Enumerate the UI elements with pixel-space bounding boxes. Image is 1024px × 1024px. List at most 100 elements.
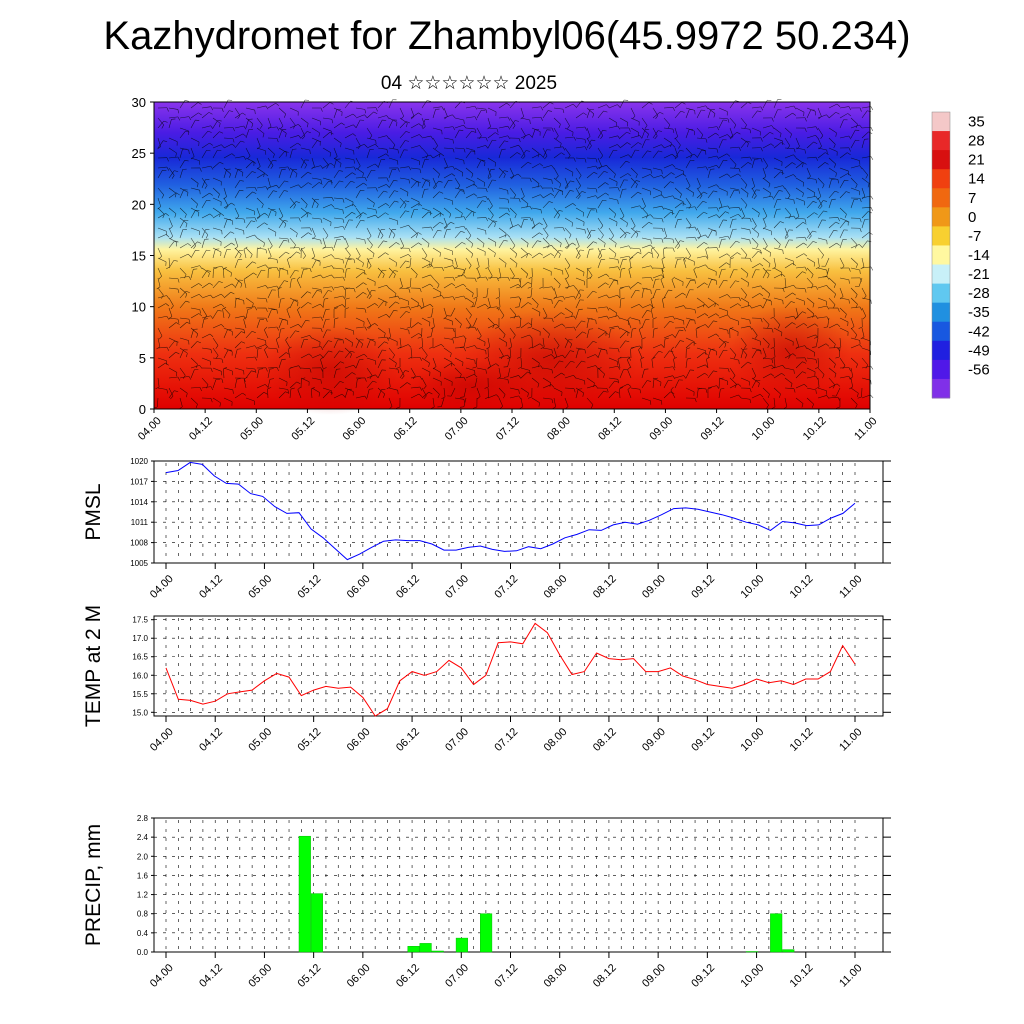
pmsl-chart-ytick-label: 1017 [130, 477, 148, 486]
cs-xtick-label: 05.00 [238, 415, 266, 443]
precip-chart-xtick-label: 07.12 [492, 962, 520, 990]
temp-chart-frame [153, 615, 884, 717]
precip-chart-xtick-label: 09.00 [640, 962, 668, 990]
pmsl-chart-xtick-label: 07.12 [492, 573, 520, 601]
colorbar-segment [932, 283, 950, 304]
cs-xtick-label: 04.00 [136, 415, 164, 443]
pmsl-chart-ylabel: PMSL [82, 483, 105, 540]
pmsl-chart-ytick-label: 1014 [130, 498, 148, 507]
precip-bar [770, 913, 783, 953]
warm-core [260, 325, 400, 415]
precip-chart-xtick-label: 07.00 [443, 962, 471, 990]
colorbar-label: -7 [968, 228, 981, 245]
wind-barbs [153, 99, 874, 410]
cs-xtick-label: 08.00 [545, 415, 573, 443]
pmsl-chart-ytick-label: 1008 [130, 539, 148, 548]
temp-chart-xtick-label: 09.12 [689, 726, 717, 754]
colorbar-label: -21 [968, 266, 990, 283]
temp-chart-xtick-label: 07.00 [443, 726, 471, 754]
precip-chart-xtick-label: 08.00 [542, 962, 570, 990]
precip-bar [455, 937, 468, 953]
cs-ytick-label: 5 [139, 351, 146, 366]
precip-bar [298, 835, 311, 953]
colorbar-segment [932, 169, 950, 189]
colorbar-label: -42 [968, 323, 990, 340]
colorbar-label: -14 [968, 247, 990, 264]
pmsl-chart-grid [154, 460, 883, 564]
colorbar-label: 0 [968, 209, 976, 226]
colorbar-segment [932, 359, 950, 380]
colorbar-segment [932, 264, 950, 285]
pmsl-chart-xtick-label: 08.12 [591, 573, 619, 601]
precip-chart: 0.0 0.4 0.8 1.2 1.6 2.0 2.4 2.8 04.00 04.12 05.00 0… [82, 814, 891, 990]
pmsl-chart-xtick-label: 05.12 [296, 573, 324, 601]
cs-xtick-label: 09.12 [698, 415, 726, 443]
colorbar-segment [932, 245, 950, 266]
page-title: Kazhydromet for Zhambyl06(45.9972 50.234… [103, 14, 911, 58]
cs-xtick-label: 09.00 [647, 415, 675, 443]
cs-xtick-label: 07.00 [443, 415, 471, 443]
cs-xtick-label: 10.12 [801, 415, 829, 443]
precip-chart-ytick-label: 2.4 [137, 833, 149, 842]
pmsl-series-line [165, 461, 856, 561]
precip-chart-xtick-label: 11.00 [837, 962, 864, 989]
temp-chart-ytick-label: 17.0 [132, 634, 148, 643]
precip-chart-ytick-label: 2.8 [137, 814, 149, 823]
precip-chart-ytick-label: 1.2 [137, 891, 149, 900]
temp-chart-xtick-label: 08.12 [591, 726, 619, 754]
precip-bar [480, 913, 493, 953]
precip-chart-ytick-label: 2.0 [137, 852, 149, 861]
precip-chart-frame [153, 817, 884, 953]
precip-chart-xtick-label: 06.00 [345, 962, 373, 990]
cs-xtick-label: 10.00 [750, 415, 778, 443]
precip-chart-xtick-label: 05.12 [296, 962, 324, 990]
temp-chart-xtick-label: 06.00 [345, 726, 373, 754]
precip-bar [782, 949, 795, 953]
precip-chart-xtick-label: 04.12 [197, 962, 225, 990]
colorbar-segment [932, 207, 950, 227]
temp-chart-ylabel: TEMP at 2 M [82, 605, 105, 727]
precip-bar [407, 946, 420, 953]
temp-chart-ytick-label: 16.0 [132, 671, 148, 680]
pmsl-chart-xtick-label: 08.00 [542, 573, 570, 601]
cs-xtick-label: 05.12 [289, 415, 317, 443]
precip-chart-ytick-label: 0.4 [137, 929, 149, 938]
page-subtitle: 04 ☆☆☆☆☆☆ 2025 [380, 73, 558, 94]
precip-chart-ytick-label: 0.0 [137, 948, 149, 957]
precip-bar [310, 893, 323, 953]
colorbar-segment [932, 188, 950, 208]
colorbar-segment [932, 340, 950, 361]
precip-chart-xtick-label: 05.00 [246, 962, 274, 990]
colorbar-label: 35 [968, 114, 985, 131]
temp-chart-xtick-label: 08.00 [542, 726, 570, 754]
precip-chart-xtick-label: 10.00 [738, 962, 766, 990]
pmsl-chart-xtick-label: 04.12 [197, 573, 225, 601]
pmsl-chart-ytick-label: 1011 [131, 518, 149, 527]
temp-chart-xtick-label: 05.12 [296, 726, 324, 754]
temp-chart-grid [154, 618, 883, 714]
pmsl-chart-xtick-label: 06.12 [394, 573, 422, 601]
cs-ytick-label: 0 [139, 402, 146, 417]
colorbar-segment [932, 302, 950, 323]
colorbar-frame [931, 111, 951, 399]
cs-xtick-label: 11.00 [852, 415, 879, 442]
pmsl-chart-ytick-label: 1005 [130, 559, 148, 568]
cs-xtick-label: 08.12 [596, 415, 624, 443]
colorbar-label: 7 [968, 190, 976, 207]
temp-chart-xtick-label: 04.00 [148, 726, 176, 754]
colorbar-segment [932, 321, 950, 342]
pmsl-chart-xtick-label: 09.00 [640, 573, 668, 601]
pmsl-chart-ytick-label: 1020 [130, 457, 148, 466]
pmsl-chart-xtick-label: 10.12 [788, 573, 816, 601]
colorbar-label: 21 [968, 152, 985, 169]
pmsl-chart-xtick-label: 07.00 [443, 573, 471, 601]
temp-chart-xtick-label: 10.12 [788, 726, 816, 754]
temp-chart-xtick-label: 07.12 [492, 726, 520, 754]
pmsl-chart-frame [153, 460, 884, 564]
colorbar-label: -56 [968, 361, 990, 378]
cs-ytick-label: 10 [132, 300, 146, 315]
cs-xtick-label: 06.00 [340, 415, 368, 443]
temp-chart-xtick-label: 09.00 [640, 726, 668, 754]
precip-chart-ytick-label: 0.8 [137, 910, 149, 919]
